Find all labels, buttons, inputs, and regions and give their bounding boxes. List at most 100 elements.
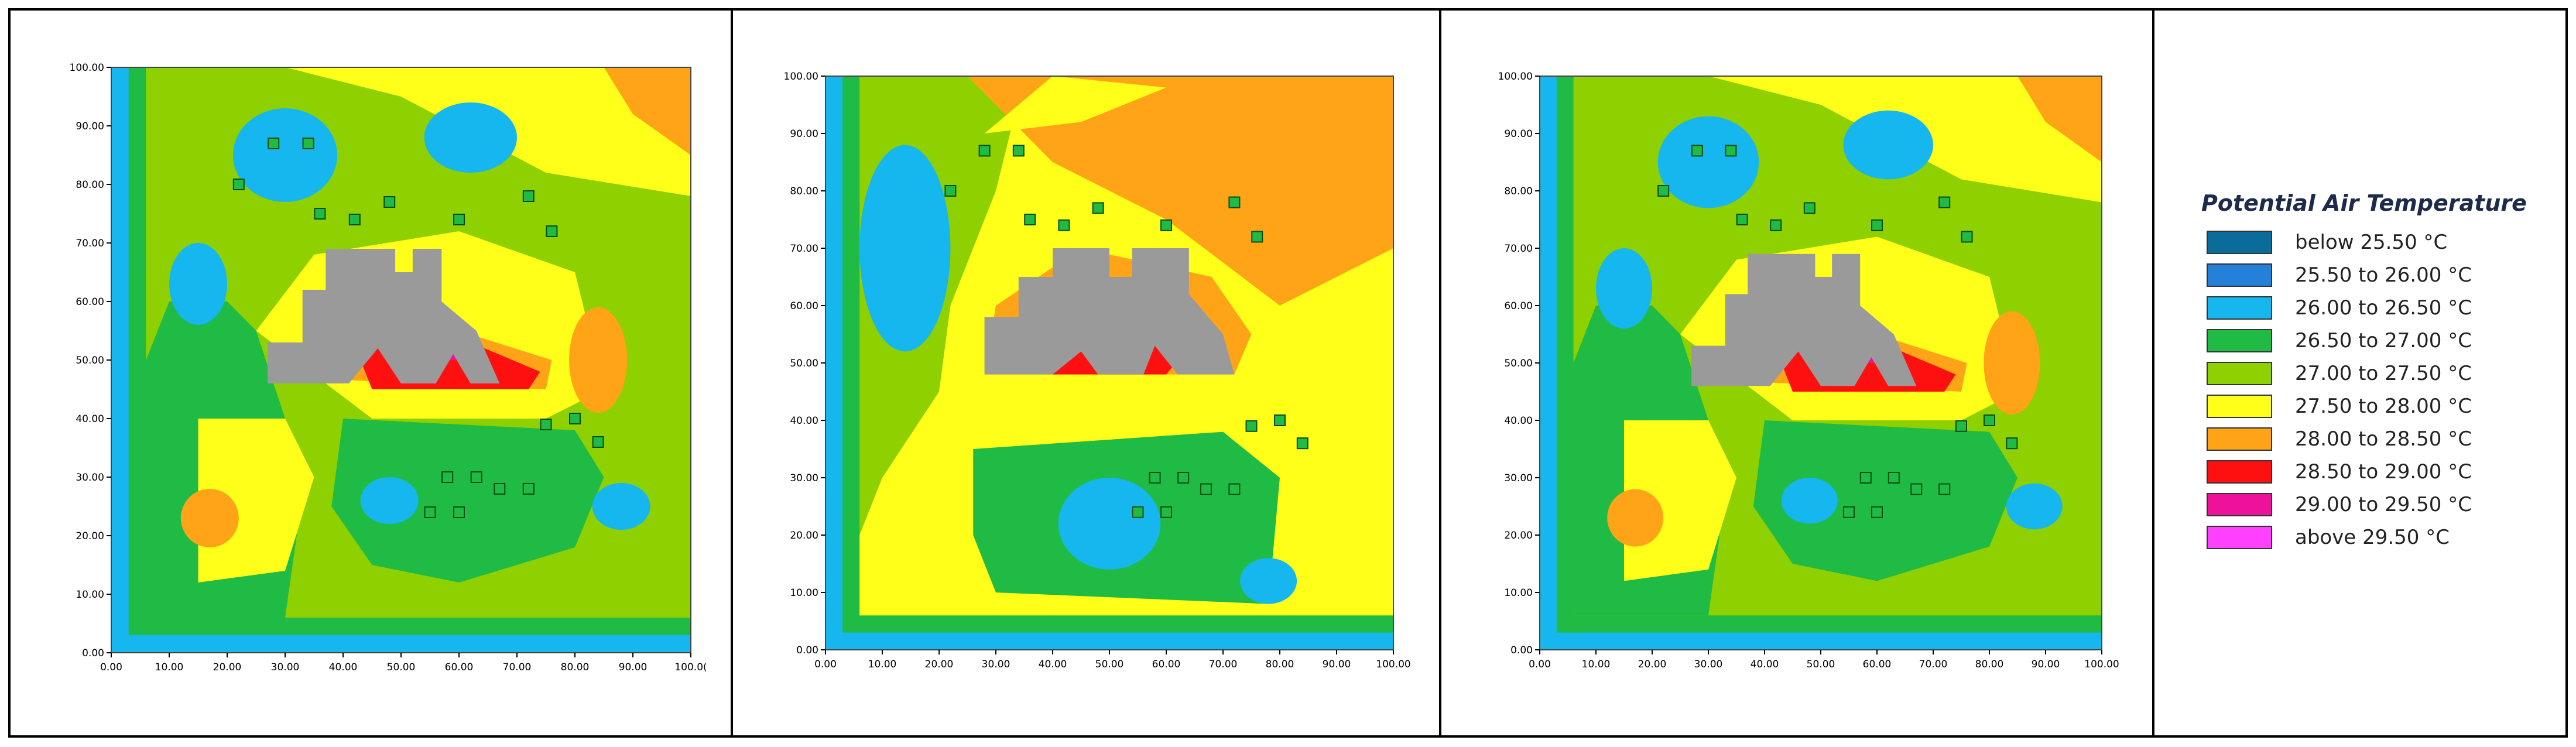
legend-swatch [2207,395,2272,418]
y-tick-label: 30.00 [790,472,818,484]
tree-marker [1058,219,1070,231]
tree-marker [1200,483,1212,495]
y-tick-label: 40.00 [1504,415,1533,427]
tree-marker [470,471,482,483]
x-tick-label: 100.0( [674,662,707,673]
x-tick-label: 20.00 [1638,659,1667,670]
y-tick-label: 70.00 [1504,243,1533,255]
x-tick-label: 90.00 [619,662,648,673]
tree-marker [424,506,436,518]
x-tick-label: 80.00 [1266,659,1294,670]
y-tick-label: 10.00 [1504,587,1533,599]
x-tick-label: 30.00 [271,662,300,673]
plot-2: 0.00 10.00 20.00 30.00 40.00 50.00 60.00 70.00 8… [784,71,1411,670]
tree-marker [1938,196,1951,208]
panel-divider-1 [731,8,733,738]
tree-marker [314,208,326,220]
tree-marker [540,419,552,430]
x-tick-label: 90.00 [2032,659,2060,670]
x-tick-label: 50.00 [1095,659,1124,670]
x-tick-label: 50.00 [1807,659,1835,670]
y-tick-label: 80.00 [76,179,104,191]
y-tick-label: 20.00 [1504,530,1533,542]
legend-title: Potential Air Temperature [2201,190,2527,216]
cool-pocket-se [2006,483,2063,530]
tree-marker [944,185,957,197]
y-tick-label: 10.00 [790,587,818,599]
tree-marker [1296,437,1308,450]
x-tick-label: 0.00 [814,659,837,670]
cool-pocket-north [424,102,517,173]
cool-pocket-south [360,477,419,524]
field-warm-sw [1624,420,1736,581]
cool-zone-south [1753,420,2017,581]
legend-label: 29.00 to 29.50 °C [2295,493,2472,516]
x-tick-label: 70.00 [1919,659,1948,670]
x-tick-label: 40.00 [329,662,358,673]
x-tick-label: 30.00 [1694,659,1723,670]
tree-marker [1228,483,1241,495]
panel-divider-3 [2152,8,2154,738]
x-tick-label: 0.00 [1529,659,1551,670]
x-tick-label: 20.00 [213,662,242,673]
legend-swatch [2207,427,2272,451]
y-tick-label: 90.00 [76,121,104,132]
legend-label: 27.00 to 27.50 °C [2295,362,2472,385]
x-tick-label: 50.00 [387,662,416,673]
tree-marker [1160,506,1172,518]
field-hot-ne [2017,76,2102,162]
tree-marker [453,214,465,225]
y-tick-label: 30.00 [76,472,104,484]
tree-marker [978,145,991,157]
tree-marker [522,483,535,495]
legend-label: above 29.50 °C [2295,526,2450,549]
tree-marker [1736,214,1748,225]
tree-marker [1955,420,1967,432]
tree-marker [1691,145,1703,157]
building-footprint [984,248,1235,375]
legend-swatch [2207,460,2272,484]
x-tick-label: 90.00 [1323,659,1351,670]
tree-marker [268,138,280,149]
tree-marker [1092,202,1104,214]
x-tick-label: 60.00 [445,662,474,673]
cool-pocket-se [1240,558,1297,604]
tree-marker [1228,196,1241,208]
x-tick-label: 30.00 [982,659,1010,670]
x-tick-label: 70.00 [503,662,532,673]
x-tick-label: 80.00 [1975,659,2004,670]
tree-marker [1725,145,1737,157]
tree-marker [1245,420,1258,432]
y-tick-label: 50.00 [790,358,818,369]
legend-label: 28.50 to 29.00 °C [2295,460,2472,484]
legend-swatch [2207,329,2272,352]
x-tick-label: 10.00 [155,662,184,673]
tree-marker [1177,472,1190,484]
tree-marker [546,225,558,237]
hot-pocket-sw [1607,489,1664,547]
x-tick-label: 10.00 [1582,659,1611,670]
tree-marker [1859,472,1872,484]
legend-label: below 25.50 °C [2295,231,2447,254]
legend-swatch [2207,493,2272,516]
field-hot-ne [604,67,691,155]
legend-swatch [2207,263,2272,287]
field-hot-north [967,76,1393,306]
building-footprint [1691,253,1917,386]
y-tick-label: 80.00 [1504,186,1533,197]
legend-swatch [2207,362,2272,385]
cool-pocket-west [1596,248,1652,329]
y-tick-label: 20.00 [790,530,818,542]
y-tick-label: 40.00 [790,415,818,427]
legend-swatch [2207,526,2272,549]
field-warm-north [984,76,1166,133]
hot-pocket-sw [180,489,239,547]
panel-divider-2 [1439,8,1441,738]
y-tick-label: 30.00 [1504,472,1533,484]
cool-pocket-north [1843,110,1933,180]
tree-marker [522,190,535,202]
tree-marker [1012,145,1025,157]
y-tick-label: 0.00 [1510,645,1533,656]
x-tick-label: 40.00 [1751,659,1779,670]
y-tick-label: 60.00 [1504,300,1533,312]
